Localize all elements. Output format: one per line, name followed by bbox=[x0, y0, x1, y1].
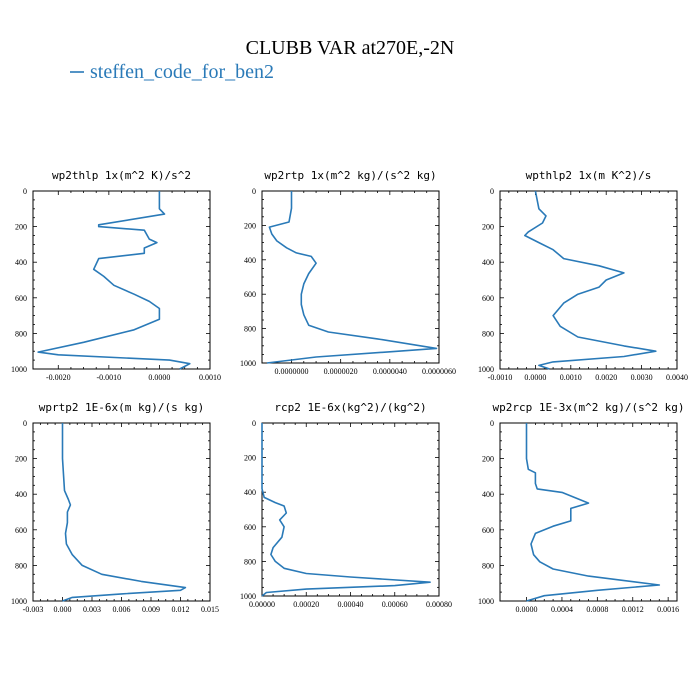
x-tick-label: 0.00020 bbox=[293, 600, 319, 609]
y-tick-label: 400 bbox=[15, 490, 27, 499]
x-tick-label: 0.0040 bbox=[666, 373, 688, 382]
y-tick-label: 0 bbox=[490, 419, 494, 428]
y-tick-label: 1000 bbox=[478, 365, 494, 374]
y-tick-label: 0 bbox=[490, 187, 494, 196]
y-tick-label: 1000 bbox=[240, 359, 256, 368]
y-tick-label: 200 bbox=[15, 455, 27, 464]
x-tick-label: 0.00000 bbox=[249, 600, 275, 609]
x-tick-label: -0.0020 bbox=[46, 373, 71, 382]
x-tick-label: 0.0016 bbox=[657, 605, 679, 614]
chart-panel-1: wp2thlp 1x(m^2 K)/s^2 0 200 400 600 800 1000 -0… bbox=[11, 169, 221, 382]
x-tick-label: -0.003 bbox=[23, 605, 44, 614]
y-tick-label: 400 bbox=[482, 490, 494, 499]
x-tick-label: 0.00040 bbox=[338, 600, 364, 609]
y-tick-label: 200 bbox=[482, 223, 494, 232]
x-tick-label: 0.012 bbox=[172, 605, 190, 614]
series-line bbox=[266, 191, 438, 364]
y-tick-label: 600 bbox=[482, 526, 494, 535]
y-tick-label: 800 bbox=[15, 561, 27, 570]
plot-frame bbox=[32, 422, 211, 602]
y-tick-label: 0 bbox=[23, 187, 27, 196]
chart-panel-5: rcp2 1E-6x(kg^2)/(kg^2) 0 200 400 600 800 1000… bbox=[240, 401, 452, 609]
x-tick-label: 0.0000060 bbox=[422, 367, 456, 376]
y-tick-label: 600 bbox=[482, 294, 494, 303]
series-line bbox=[37, 191, 191, 370]
chart-title: wp2rtp 1x(m^2 kg)/(s^2 kg) bbox=[264, 169, 436, 182]
y-tick-label: 1000 bbox=[11, 365, 27, 374]
y-tick-label: 800 bbox=[482, 329, 494, 338]
x-tick-label: -0.0010 bbox=[488, 373, 513, 382]
y-tick-label: 200 bbox=[244, 454, 256, 463]
series-line bbox=[523, 190, 657, 370]
chart-title: wpthlp2 1x(m K^2)/s bbox=[526, 169, 652, 182]
y-tick-label: 400 bbox=[244, 256, 256, 265]
x-tick-label: 0.0012 bbox=[622, 605, 644, 614]
y-tick-label: 800 bbox=[15, 329, 27, 338]
x-tick-label: -0.0010 bbox=[97, 373, 122, 382]
x-tick-label: 0.0000 bbox=[524, 373, 546, 382]
y-tick-label: 800 bbox=[482, 561, 494, 570]
series-line bbox=[261, 423, 431, 597]
chart-title: wprtp2 1E-6x(m kg)/(s kg) bbox=[39, 401, 205, 414]
x-tick-label: 0.003 bbox=[83, 605, 101, 614]
y-tick-label: 800 bbox=[244, 557, 256, 566]
y-tick-label: 0 bbox=[23, 419, 27, 428]
y-tick-label: 400 bbox=[482, 258, 494, 267]
chart-panel-6: wp2rcp 1E-3x(m^2 kg)/(s^2 kg) 0 200 400 600 8… bbox=[478, 401, 685, 614]
x-tick-label: 0.0010 bbox=[560, 373, 582, 382]
y-tick-label: 200 bbox=[15, 223, 27, 232]
x-tick-label: 0.0030 bbox=[631, 373, 653, 382]
y-tick-label: 600 bbox=[15, 294, 27, 303]
chart-panel-3: wpthlp2 1x(m K^2)/s 0 200 400 600 800 1000-0.0… bbox=[478, 169, 688, 382]
plot-frame bbox=[499, 190, 678, 370]
series-line bbox=[61, 423, 187, 602]
y-tick-label: 200 bbox=[244, 221, 256, 230]
y-tick-label: 1000 bbox=[240, 592, 256, 601]
x-tick-label: 0.0000 bbox=[516, 605, 538, 614]
chart-title: wp2rcp 1E-3x(m^2 kg)/(s^2 kg) bbox=[492, 401, 684, 414]
x-tick-label: 0.00060 bbox=[382, 600, 408, 609]
y-tick-label: 600 bbox=[244, 523, 256, 532]
x-tick-label: 0.0000000 bbox=[275, 367, 309, 376]
x-tick-label: 0.00080 bbox=[426, 600, 452, 609]
x-tick-label: 0.0000020 bbox=[324, 367, 358, 376]
x-tick-label: 0.0000040 bbox=[373, 367, 407, 376]
chart-panel-4: wprtp2 1E-6x(m kg)/(s kg) 0 200 400 600 800 10… bbox=[11, 401, 219, 614]
chart-title: wp2thlp 1x(m^2 K)/s^2 bbox=[52, 169, 191, 182]
legend-label: steffen_code_for_ben2 bbox=[90, 61, 274, 83]
y-tick-label: 600 bbox=[15, 526, 27, 535]
y-tick-label: 200 bbox=[482, 455, 494, 464]
chart-panel-2: wp2rtp 1x(m^2 kg)/(s^2 kg) 0 200 400 600 800 1… bbox=[240, 169, 456, 376]
figure-title: CLUBB VAR at270E,-2N bbox=[246, 37, 455, 59]
y-tick-label: 1000 bbox=[478, 597, 494, 606]
plot-frame bbox=[261, 190, 440, 364]
x-tick-label: 0.006 bbox=[113, 605, 131, 614]
y-tick-label: 1000 bbox=[11, 597, 27, 606]
series-line bbox=[525, 423, 661, 602]
plot-frame bbox=[32, 190, 211, 370]
x-tick-label: 0.0000 bbox=[148, 373, 170, 382]
x-tick-label: 0.000 bbox=[54, 605, 72, 614]
y-tick-label: 600 bbox=[244, 290, 256, 299]
chart-title: rcp2 1E-6x(kg^2)/(kg^2) bbox=[274, 401, 426, 414]
y-tick-label: 0 bbox=[252, 419, 256, 428]
x-tick-label: 0.0004 bbox=[551, 605, 573, 614]
x-tick-label: 0.015 bbox=[201, 605, 219, 614]
y-tick-label: 400 bbox=[15, 258, 27, 267]
y-tick-label: 400 bbox=[244, 488, 256, 497]
x-tick-label: 0.0010 bbox=[199, 373, 221, 382]
y-tick-label: 0 bbox=[252, 187, 256, 196]
y-tick-label: 800 bbox=[244, 325, 256, 334]
x-tick-label: 0.0008 bbox=[586, 605, 608, 614]
panels: wp2thlp 1x(m^2 K)/s^202004006008001000-0… bbox=[11, 169, 688, 614]
x-tick-label: 0.009 bbox=[142, 605, 160, 614]
x-tick-label: 0.0020 bbox=[595, 373, 617, 382]
